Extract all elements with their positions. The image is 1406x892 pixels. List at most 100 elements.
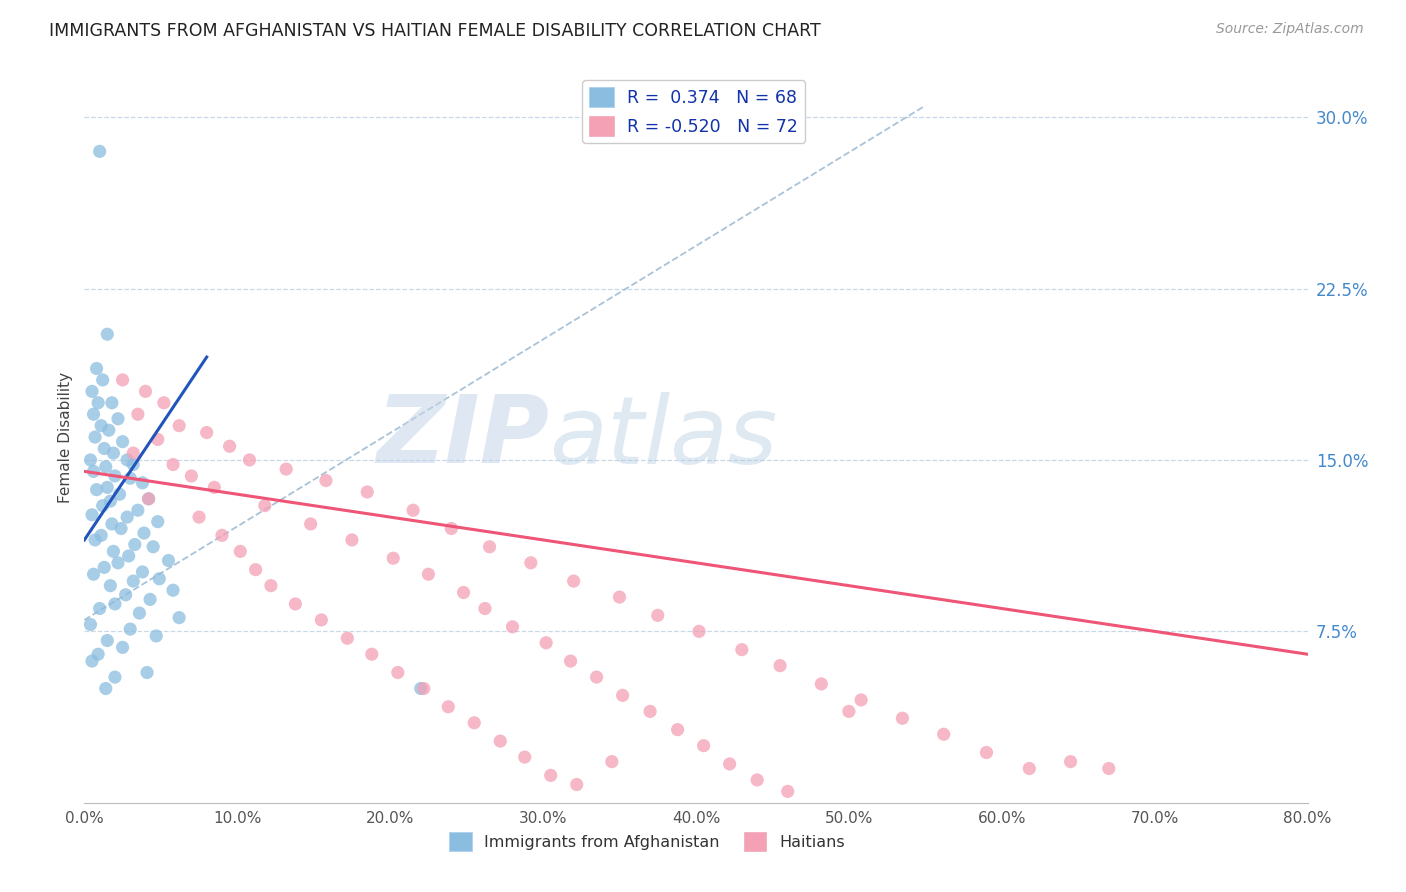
Point [89,145,111,159]
Point [609,590,631,604]
Point [86,361,108,376]
Point [131,475,153,490]
Point [84,533,107,547]
Point [891,711,914,725]
Point [688,624,710,639]
Point [108,487,131,501]
Point [90,528,112,542]
Legend: Immigrants from Afghanistan, Haitians: Immigrants from Afghanistan, Haitians [443,826,851,857]
Point [1059,755,1081,769]
Point [87,647,110,661]
Point [299,516,322,531]
Point [115,510,138,524]
Point [135,384,157,399]
Point [474,601,496,615]
Point [513,750,536,764]
Point [107,556,129,570]
Point [520,556,543,570]
Point [89,601,111,615]
Point [131,565,153,579]
Point [810,677,832,691]
Point [98,579,121,593]
Point [118,549,141,563]
Point [93,442,115,456]
Point [93,560,115,574]
Point [638,705,661,719]
Point [127,407,149,421]
Point [838,705,860,719]
Point [218,439,240,453]
Point [96,480,118,494]
Point [138,491,160,506]
Point [437,699,460,714]
Point [238,453,260,467]
Point [96,327,118,342]
Point [666,723,689,737]
Point [120,622,142,636]
Point [387,665,409,680]
Text: ZIP: ZIP [377,391,550,483]
Point [107,412,129,426]
Point [80,384,103,399]
Point [276,462,298,476]
Point [612,689,634,703]
Point [91,373,114,387]
Point [382,551,405,566]
Point [111,434,134,449]
Point [534,636,557,650]
Point [478,540,501,554]
Point [360,647,382,661]
Point [336,632,359,646]
Point [128,606,150,620]
Point [103,446,125,460]
Point [202,480,225,494]
Point [167,610,190,624]
Y-axis label: Female Disability: Female Disability [58,371,73,503]
Point [340,533,363,547]
Point [463,715,485,730]
Point [83,464,105,478]
Point [122,446,145,460]
Point [284,597,307,611]
Point [453,585,475,599]
Point [180,469,202,483]
Point [162,583,184,598]
Point [718,756,741,771]
Point [647,608,669,623]
Point [136,665,159,680]
Point [195,425,218,440]
Point [157,553,180,567]
Point [167,418,190,433]
Point [245,563,267,577]
Point [747,772,769,787]
Point [122,458,145,472]
Point [142,540,165,554]
Point [440,521,463,535]
Point [148,572,170,586]
Point [104,670,127,684]
Point [162,458,184,472]
Point [104,469,127,483]
Point [111,640,134,655]
Point [849,693,872,707]
Point [188,510,211,524]
Point [1018,762,1040,776]
Point [932,727,955,741]
Point [124,537,146,551]
Point [229,544,252,558]
Point [79,617,101,632]
Point [146,515,169,529]
Point [402,503,425,517]
Point [87,396,110,410]
Point [731,642,754,657]
Point [86,483,108,497]
Point [97,423,120,437]
Point [111,373,134,387]
Point [91,499,114,513]
Point [101,396,124,410]
Point [315,474,337,488]
Point [253,499,276,513]
Point [132,526,155,541]
Point [585,670,607,684]
Point [540,768,562,782]
